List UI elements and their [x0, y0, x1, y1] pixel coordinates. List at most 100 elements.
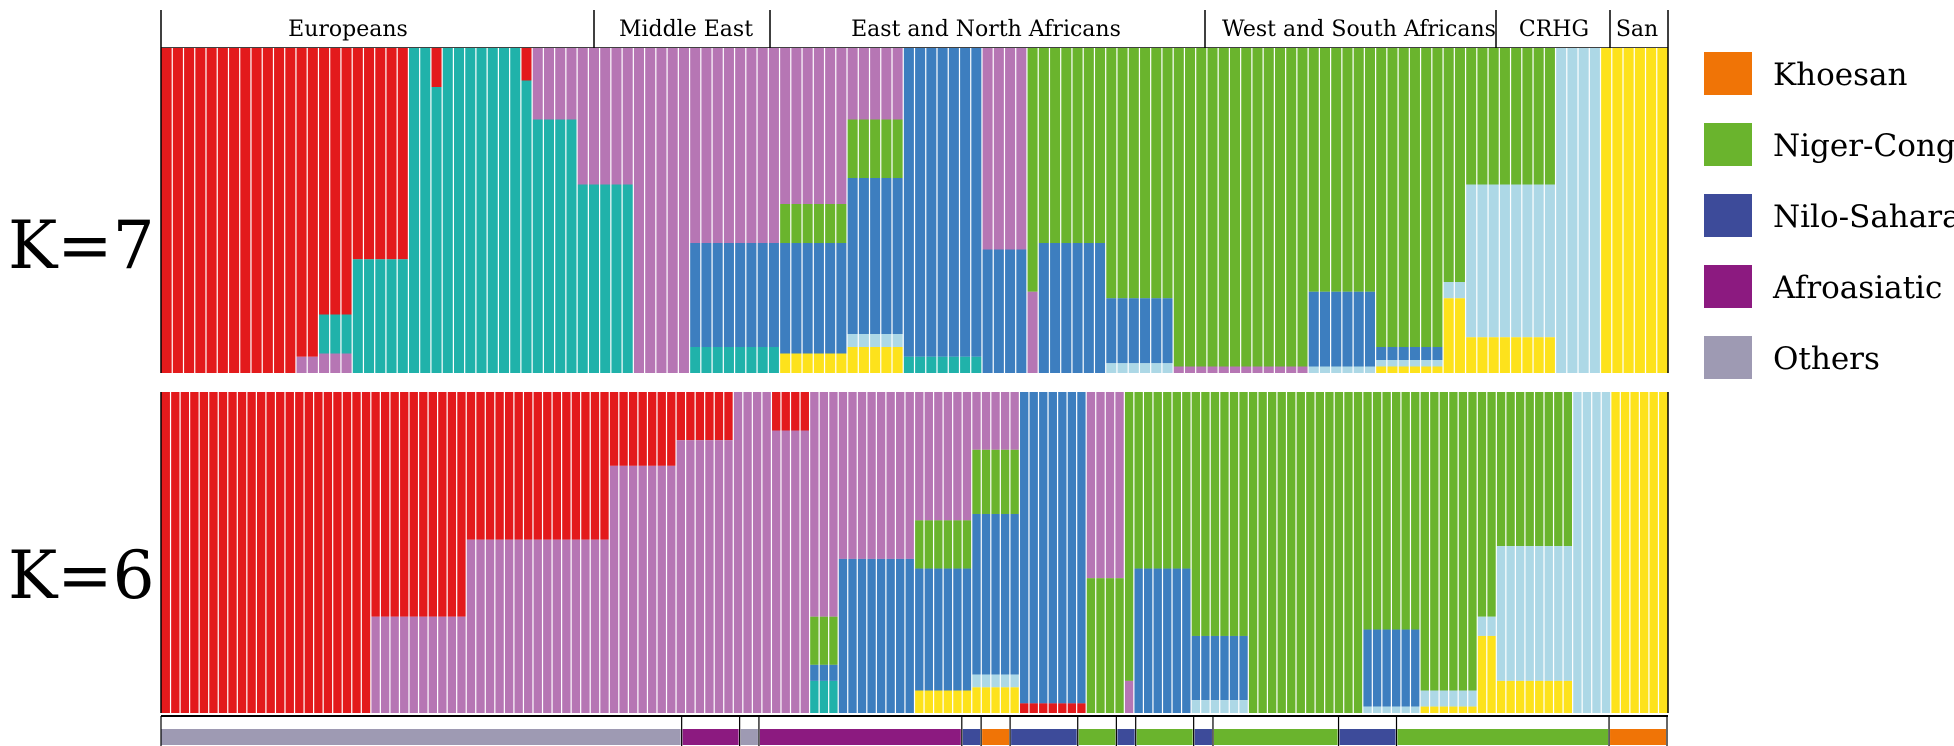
ancestry-segment — [577, 48, 589, 185]
ancestry-segment — [498, 48, 510, 373]
ancestry-segment — [1319, 48, 1331, 292]
individual-bar — [1409, 48, 1421, 373]
ancestry-segment — [790, 243, 803, 354]
ancestry-segment — [1443, 48, 1455, 282]
individual-bar — [189, 392, 200, 713]
ancestry-segment — [1019, 703, 1030, 713]
ancestry-segment — [1286, 392, 1297, 713]
ancestry-segment — [397, 259, 409, 373]
ancestry-segment — [1240, 366, 1253, 373]
ancestry-segment — [1620, 392, 1631, 713]
individual-bar — [876, 392, 887, 713]
ancestry-segment — [1071, 243, 1084, 373]
individual-bar — [1324, 392, 1335, 713]
ancestry-segment — [1219, 700, 1230, 713]
ancestry-segment — [532, 392, 543, 540]
region-label-europeans: Europeans — [288, 17, 408, 42]
ancestry-segment — [1162, 392, 1173, 569]
ancestry-segment — [380, 616, 391, 713]
ancestry-segment — [952, 690, 963, 713]
ancestry-segment — [700, 48, 713, 243]
ancestry-segment — [1563, 392, 1573, 547]
ancestry-segment — [513, 392, 524, 540]
individual-bar — [714, 392, 725, 713]
ancestry-segment — [802, 243, 814, 354]
ancestry-segment — [813, 353, 825, 373]
ancestry-segment — [892, 119, 904, 178]
individual-bar — [1448, 392, 1459, 713]
individual-bar — [275, 392, 286, 713]
ancestry-segment — [745, 347, 758, 373]
individual-bar — [1534, 392, 1545, 713]
individual-bar — [1398, 48, 1410, 373]
ancestry-segment — [370, 616, 381, 713]
ancestry-segment — [723, 347, 735, 373]
ancestry-segment — [1152, 568, 1163, 713]
ancestry-segment — [352, 259, 364, 373]
ancestry-segment — [1019, 392, 1030, 704]
ancestry-segment — [1229, 366, 1241, 373]
individual-bar — [644, 48, 657, 373]
individual-bar — [1458, 392, 1468, 713]
ancestry-segment — [1105, 48, 1118, 299]
ancestry-segment — [892, 347, 904, 373]
legend: Khoesan Niger-Congo Nilo-Saharan Afroasi… — [1704, 52, 1954, 379]
ancestry-segment — [1391, 706, 1402, 713]
individual-bar — [1296, 392, 1306, 713]
individual-bar — [464, 48, 477, 373]
individual-bar — [1578, 48, 1590, 373]
individual-bar — [361, 392, 372, 713]
individual-bar — [712, 48, 724, 373]
individual-bar — [1467, 392, 1478, 713]
ancestry-segment — [880, 48, 893, 120]
ancestry-segment — [1448, 392, 1459, 691]
individual-bar — [1589, 48, 1601, 373]
individual-bar — [599, 392, 610, 713]
ancestry-segment — [1071, 48, 1084, 243]
ancestry-segment — [1000, 392, 1011, 450]
ancestry-segment — [895, 392, 906, 559]
individual-bar — [1206, 48, 1219, 373]
region-label-east-north-africans: East and North Africans — [851, 17, 1121, 42]
ancestry-segment — [571, 539, 581, 713]
ancestry-segment — [734, 48, 747, 243]
ancestry-segment — [161, 392, 171, 713]
ancestry-segment — [1267, 392, 1278, 713]
individual-bar — [1229, 48, 1241, 373]
ancestry-segment — [1206, 366, 1219, 373]
ancestry-segment — [1015, 48, 1028, 250]
ancestry-segment — [771, 392, 782, 431]
ancestry-segment — [1582, 392, 1592, 713]
ancestry-segment — [714, 440, 725, 713]
ancestry-segment — [647, 392, 658, 466]
ancestry-segment — [1431, 347, 1444, 360]
individual-bar — [667, 48, 679, 373]
individual-bar — [1420, 48, 1433, 373]
ancestry-segment — [971, 687, 982, 713]
ancestry-segment — [962, 690, 973, 713]
ancestry-segment — [1038, 703, 1049, 713]
language-segment — [161, 729, 681, 745]
individual-bar — [295, 48, 308, 373]
region-label-west-south-africans: West and South Africans — [1222, 17, 1496, 42]
individual-bar — [1658, 392, 1669, 713]
individual-bar — [790, 48, 803, 373]
ancestry-segment — [374, 259, 387, 373]
individual-bar — [1431, 48, 1444, 373]
individual-bar — [1172, 392, 1182, 713]
ancestry-segment — [1095, 392, 1106, 579]
individual-bar — [1476, 48, 1489, 373]
ancestry-segment — [1319, 366, 1331, 373]
ancestry-segment — [1375, 347, 1388, 360]
ancestry-segment — [1553, 392, 1564, 547]
individual-bar — [695, 392, 705, 713]
ancestry-segment — [1191, 635, 1201, 701]
ancestry-segment — [1105, 392, 1116, 579]
individual-bar — [1410, 392, 1421, 713]
ancestry-segment — [1095, 578, 1106, 713]
ancestry-segment — [189, 392, 200, 713]
individual-bar — [453, 48, 465, 373]
ancestry-segment — [1238, 392, 1249, 636]
ancestry-segment — [933, 392, 944, 521]
ancestry-segment — [1195, 48, 1208, 367]
